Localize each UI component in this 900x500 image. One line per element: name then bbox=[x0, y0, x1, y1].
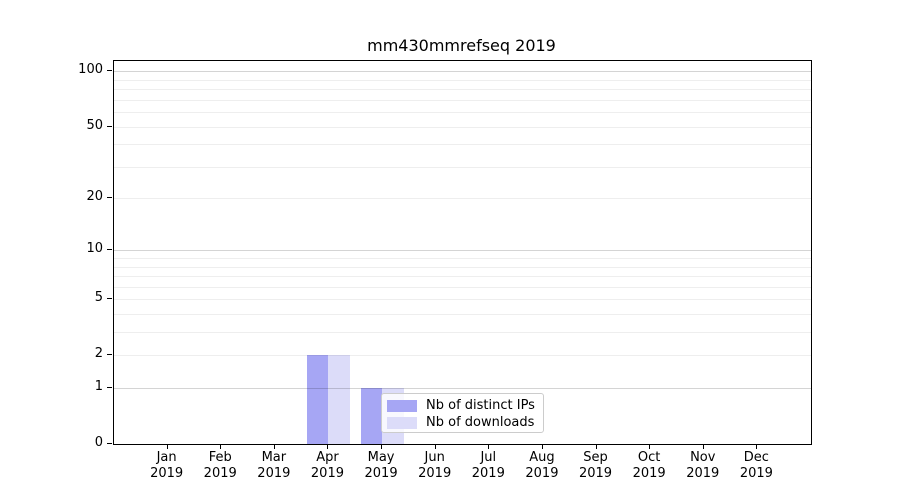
y-axis-tick bbox=[107, 197, 112, 199]
x-axis-tick-label-year: 2019 bbox=[364, 466, 398, 481]
x-axis-tick-label-month: Nov bbox=[690, 450, 716, 465]
y-axis-tick bbox=[107, 354, 112, 356]
x-axis-tick-label: Sep 2019 bbox=[564, 450, 628, 482]
plot-area bbox=[113, 60, 812, 445]
x-axis-tick bbox=[702, 444, 704, 449]
legend-entry-distinct-ips: Nb of distinct IPs bbox=[387, 397, 543, 414]
gridline-minor bbox=[114, 286, 811, 288]
y-axis-tick-label: 2 bbox=[94, 346, 103, 362]
gridline-minor bbox=[114, 79, 811, 81]
x-axis-tick bbox=[273, 444, 275, 449]
bar-apr-distinct-ips bbox=[307, 355, 329, 444]
x-axis-tick-label-year: 2019 bbox=[632, 466, 666, 481]
y-axis-tick bbox=[107, 125, 112, 127]
gridline-minor bbox=[114, 266, 811, 268]
gridline-minor bbox=[114, 112, 811, 114]
x-axis-tick-label-year: 2019 bbox=[686, 466, 720, 481]
gridline-major bbox=[114, 388, 811, 390]
x-axis-tick-label: Nov 2019 bbox=[671, 450, 735, 482]
x-axis-tick-label: May 2019 bbox=[349, 450, 413, 482]
chart-title: mm430mmrefseq 2019 bbox=[367, 36, 556, 55]
x-axis-tick-label-month: Feb bbox=[208, 450, 232, 465]
gridline-minor bbox=[114, 126, 811, 128]
gridline-minor bbox=[114, 166, 811, 168]
x-axis-tick bbox=[756, 444, 758, 449]
x-axis-tick-label-month: Dec bbox=[743, 450, 769, 465]
gridline-minor bbox=[114, 99, 811, 101]
gridline-major bbox=[114, 250, 811, 252]
bar-apr-downloads bbox=[328, 355, 350, 444]
x-axis-tick bbox=[166, 444, 168, 449]
x-axis-tick-label: Oct 2019 bbox=[617, 450, 681, 482]
y-axis-tick-label: 20 bbox=[86, 189, 103, 205]
x-axis-tick-label: Aug 2019 bbox=[510, 450, 574, 482]
x-axis-tick-label-year: 2019 bbox=[150, 466, 184, 481]
x-axis-tick-label-year: 2019 bbox=[739, 466, 773, 481]
y-axis-tick-label: 50 bbox=[86, 117, 103, 133]
x-axis-tick bbox=[381, 444, 383, 449]
x-axis-tick-label: Jul 2019 bbox=[456, 450, 520, 482]
x-axis-tick bbox=[327, 444, 329, 449]
legend-label-downloads: Nb of downloads bbox=[426, 415, 535, 430]
x-axis-tick-label-year: 2019 bbox=[257, 466, 291, 481]
x-axis-tick-label-month: Jun bbox=[424, 450, 445, 465]
gridline-minor bbox=[114, 258, 811, 260]
y-axis-tick-label: 1 bbox=[94, 379, 103, 395]
x-axis-tick bbox=[649, 444, 651, 449]
y-axis-tick bbox=[107, 249, 112, 251]
legend-swatch-downloads bbox=[387, 416, 417, 429]
gridline-minor bbox=[114, 314, 811, 316]
legend-swatch-distinct-ips bbox=[387, 399, 417, 412]
x-axis-tick-label-year: 2019 bbox=[418, 466, 452, 481]
x-axis-tick-label-month: Apr bbox=[316, 450, 339, 465]
x-axis-tick-label: Apr 2019 bbox=[295, 450, 359, 482]
y-axis-tick-label: 10 bbox=[86, 241, 103, 257]
x-axis-tick bbox=[434, 444, 436, 449]
x-axis-tick-label-month: Aug bbox=[529, 450, 555, 465]
x-axis-tick bbox=[220, 444, 222, 449]
x-axis-tick-label: Dec 2019 bbox=[724, 450, 788, 482]
y-axis-tick-label: 0 bbox=[94, 435, 103, 450]
x-axis-tick-label-year: 2019 bbox=[310, 466, 344, 481]
bar-may-distinct-ips bbox=[360, 388, 383, 444]
x-axis-tick-label-year: 2019 bbox=[471, 466, 505, 481]
gridline-minor bbox=[114, 355, 811, 357]
gridline-major bbox=[114, 71, 811, 73]
y-axis-tick-label: 100 bbox=[78, 62, 103, 78]
x-axis-tick-label-month: Oct bbox=[637, 450, 661, 465]
x-axis-tick-label-month: Mar bbox=[261, 450, 287, 465]
gridline-minor bbox=[114, 299, 811, 301]
gridlines-layer bbox=[114, 61, 811, 444]
legend-entry-downloads: Nb of downloads bbox=[387, 414, 543, 431]
y-axis-tick-label: 5 bbox=[94, 290, 103, 306]
x-axis-tick-label-month: May bbox=[367, 450, 395, 465]
x-axis-tick bbox=[488, 444, 490, 449]
y-axis-tick bbox=[107, 387, 112, 389]
x-axis-tick-label: Jan 2019 bbox=[135, 450, 199, 482]
y-axis-tick bbox=[107, 70, 112, 72]
y-axis-tick bbox=[107, 298, 112, 300]
y-axis-tick bbox=[107, 443, 112, 444]
x-axis-tick-label-year: 2019 bbox=[203, 466, 237, 481]
gridline-minor bbox=[114, 198, 811, 200]
x-axis-tick-label-month: Jul bbox=[480, 450, 497, 465]
x-axis-tick bbox=[595, 444, 597, 449]
gridline-minor bbox=[114, 332, 811, 334]
x-axis-tick-label: Jun 2019 bbox=[403, 450, 467, 482]
x-axis-tick-label: Mar 2019 bbox=[242, 450, 306, 482]
x-axis-tick-label-year: 2019 bbox=[578, 466, 613, 481]
gridline-minor bbox=[114, 144, 811, 146]
x-axis-tick-label-month: Jan bbox=[156, 450, 177, 465]
legend: Nb of distinct IPs Nb of downloads bbox=[381, 393, 544, 433]
gridline-minor bbox=[114, 89, 811, 91]
x-axis-tick bbox=[541, 444, 543, 449]
legend-label-distinct-ips: Nb of distinct IPs bbox=[426, 398, 535, 413]
x-axis-tick-label: Feb 2019 bbox=[188, 450, 252, 482]
gridline-minor bbox=[114, 276, 811, 278]
x-axis-tick-label-year: 2019 bbox=[525, 466, 559, 481]
x-axis-tick-label-month: Sep bbox=[583, 450, 608, 465]
